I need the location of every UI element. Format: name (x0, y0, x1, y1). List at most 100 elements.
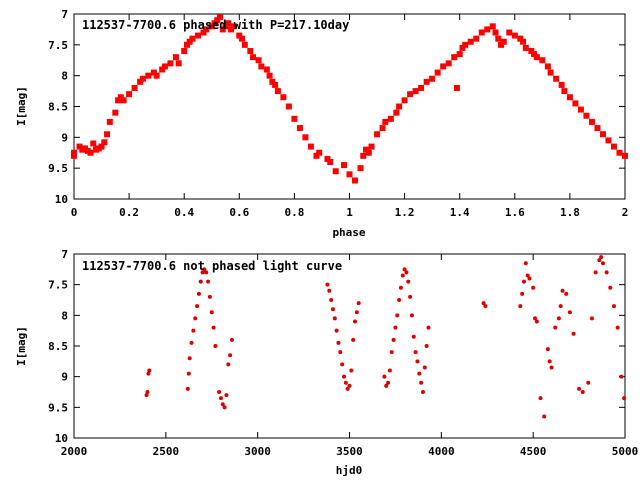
y-tick-label: 9 (61, 371, 68, 384)
data-point (423, 78, 430, 85)
data-point (203, 26, 210, 33)
data-point (420, 390, 425, 394)
y-tick-label: 7.5 (48, 39, 68, 52)
data-point (214, 17, 221, 24)
data-points (71, 14, 628, 184)
data-point (209, 310, 214, 315)
data-point (222, 405, 227, 410)
data-point (406, 279, 411, 284)
data-point (195, 304, 200, 309)
data-point (527, 276, 532, 281)
data-point (517, 35, 524, 42)
data-point (131, 85, 138, 91)
data-point (90, 140, 97, 147)
data-point (395, 313, 400, 318)
data-point (522, 44, 529, 51)
data-point (269, 78, 276, 85)
data-point (577, 106, 584, 113)
data-point (520, 291, 525, 296)
data-point (76, 143, 83, 150)
data-point (560, 288, 565, 293)
y-tick-label: 8.5 (48, 340, 68, 353)
data-point (193, 316, 198, 321)
data-point (600, 261, 605, 266)
data-point (605, 137, 612, 144)
data-point (356, 301, 361, 306)
data-point (462, 41, 469, 48)
data-point (104, 131, 111, 138)
x-axis-label: hjd0 (336, 464, 363, 477)
data-point (558, 81, 565, 88)
data-point (236, 32, 243, 39)
data-point (137, 78, 144, 85)
data-point (566, 94, 573, 101)
data-point (285, 103, 292, 110)
data-point (365, 149, 372, 156)
data-point (528, 48, 535, 54)
data-point (351, 337, 356, 342)
data-point (343, 380, 348, 385)
data-point (521, 279, 526, 284)
data-point (354, 310, 359, 315)
data-point (434, 69, 441, 76)
data-point (202, 267, 207, 272)
data-point (426, 325, 431, 330)
data-point (363, 146, 370, 153)
data-point (345, 386, 350, 391)
data-point (217, 390, 222, 394)
data-point (545, 347, 550, 352)
data-point (604, 270, 609, 275)
data-point (334, 328, 339, 333)
data-point (189, 340, 194, 345)
data-point (150, 69, 157, 76)
data-point (409, 313, 414, 318)
data-point (307, 143, 314, 150)
data-point (622, 396, 627, 401)
data-point (379, 125, 386, 132)
data-point (593, 270, 598, 275)
data-point (572, 100, 579, 107)
data-point (325, 282, 330, 287)
chart-title: 112537-7700.6 phased with P=217.10day (82, 18, 349, 32)
x-tick-label: 4500 (520, 445, 547, 458)
x-tick-label: 2500 (153, 445, 180, 458)
data-point (139, 75, 146, 82)
data-point (538, 396, 543, 401)
data-point (389, 350, 394, 355)
data-point (198, 279, 203, 284)
data-point (594, 125, 601, 132)
data-point (146, 371, 151, 376)
data-point (616, 149, 623, 156)
x-tick-label: 1.8 (560, 206, 580, 219)
data-point (340, 362, 345, 367)
data-point (473, 35, 480, 42)
data-point (274, 88, 281, 95)
data-point (547, 359, 552, 364)
data-point (145, 390, 150, 394)
data-point (200, 29, 207, 36)
data-point (382, 118, 389, 125)
data-point (196, 291, 201, 296)
data-point (329, 298, 334, 302)
data-point (492, 29, 499, 36)
data-point (207, 294, 212, 299)
data-point (194, 32, 201, 39)
data-point (422, 365, 427, 370)
x-axis-label: phase (332, 226, 365, 239)
data-point (400, 273, 405, 278)
data-point (549, 365, 554, 370)
data-point (346, 171, 353, 178)
data-point (401, 97, 408, 104)
data-point (332, 168, 339, 175)
data-point (556, 316, 561, 321)
data-point (316, 149, 323, 156)
data-point (357, 165, 364, 172)
data-point (387, 368, 392, 373)
y-axis-label: I[mag] (15, 86, 28, 126)
x-tick-label: 3500 (336, 445, 363, 458)
data-point (489, 23, 496, 30)
data-point (412, 88, 419, 95)
data-point (481, 301, 486, 306)
data-point (402, 267, 407, 272)
data-point (393, 109, 400, 116)
